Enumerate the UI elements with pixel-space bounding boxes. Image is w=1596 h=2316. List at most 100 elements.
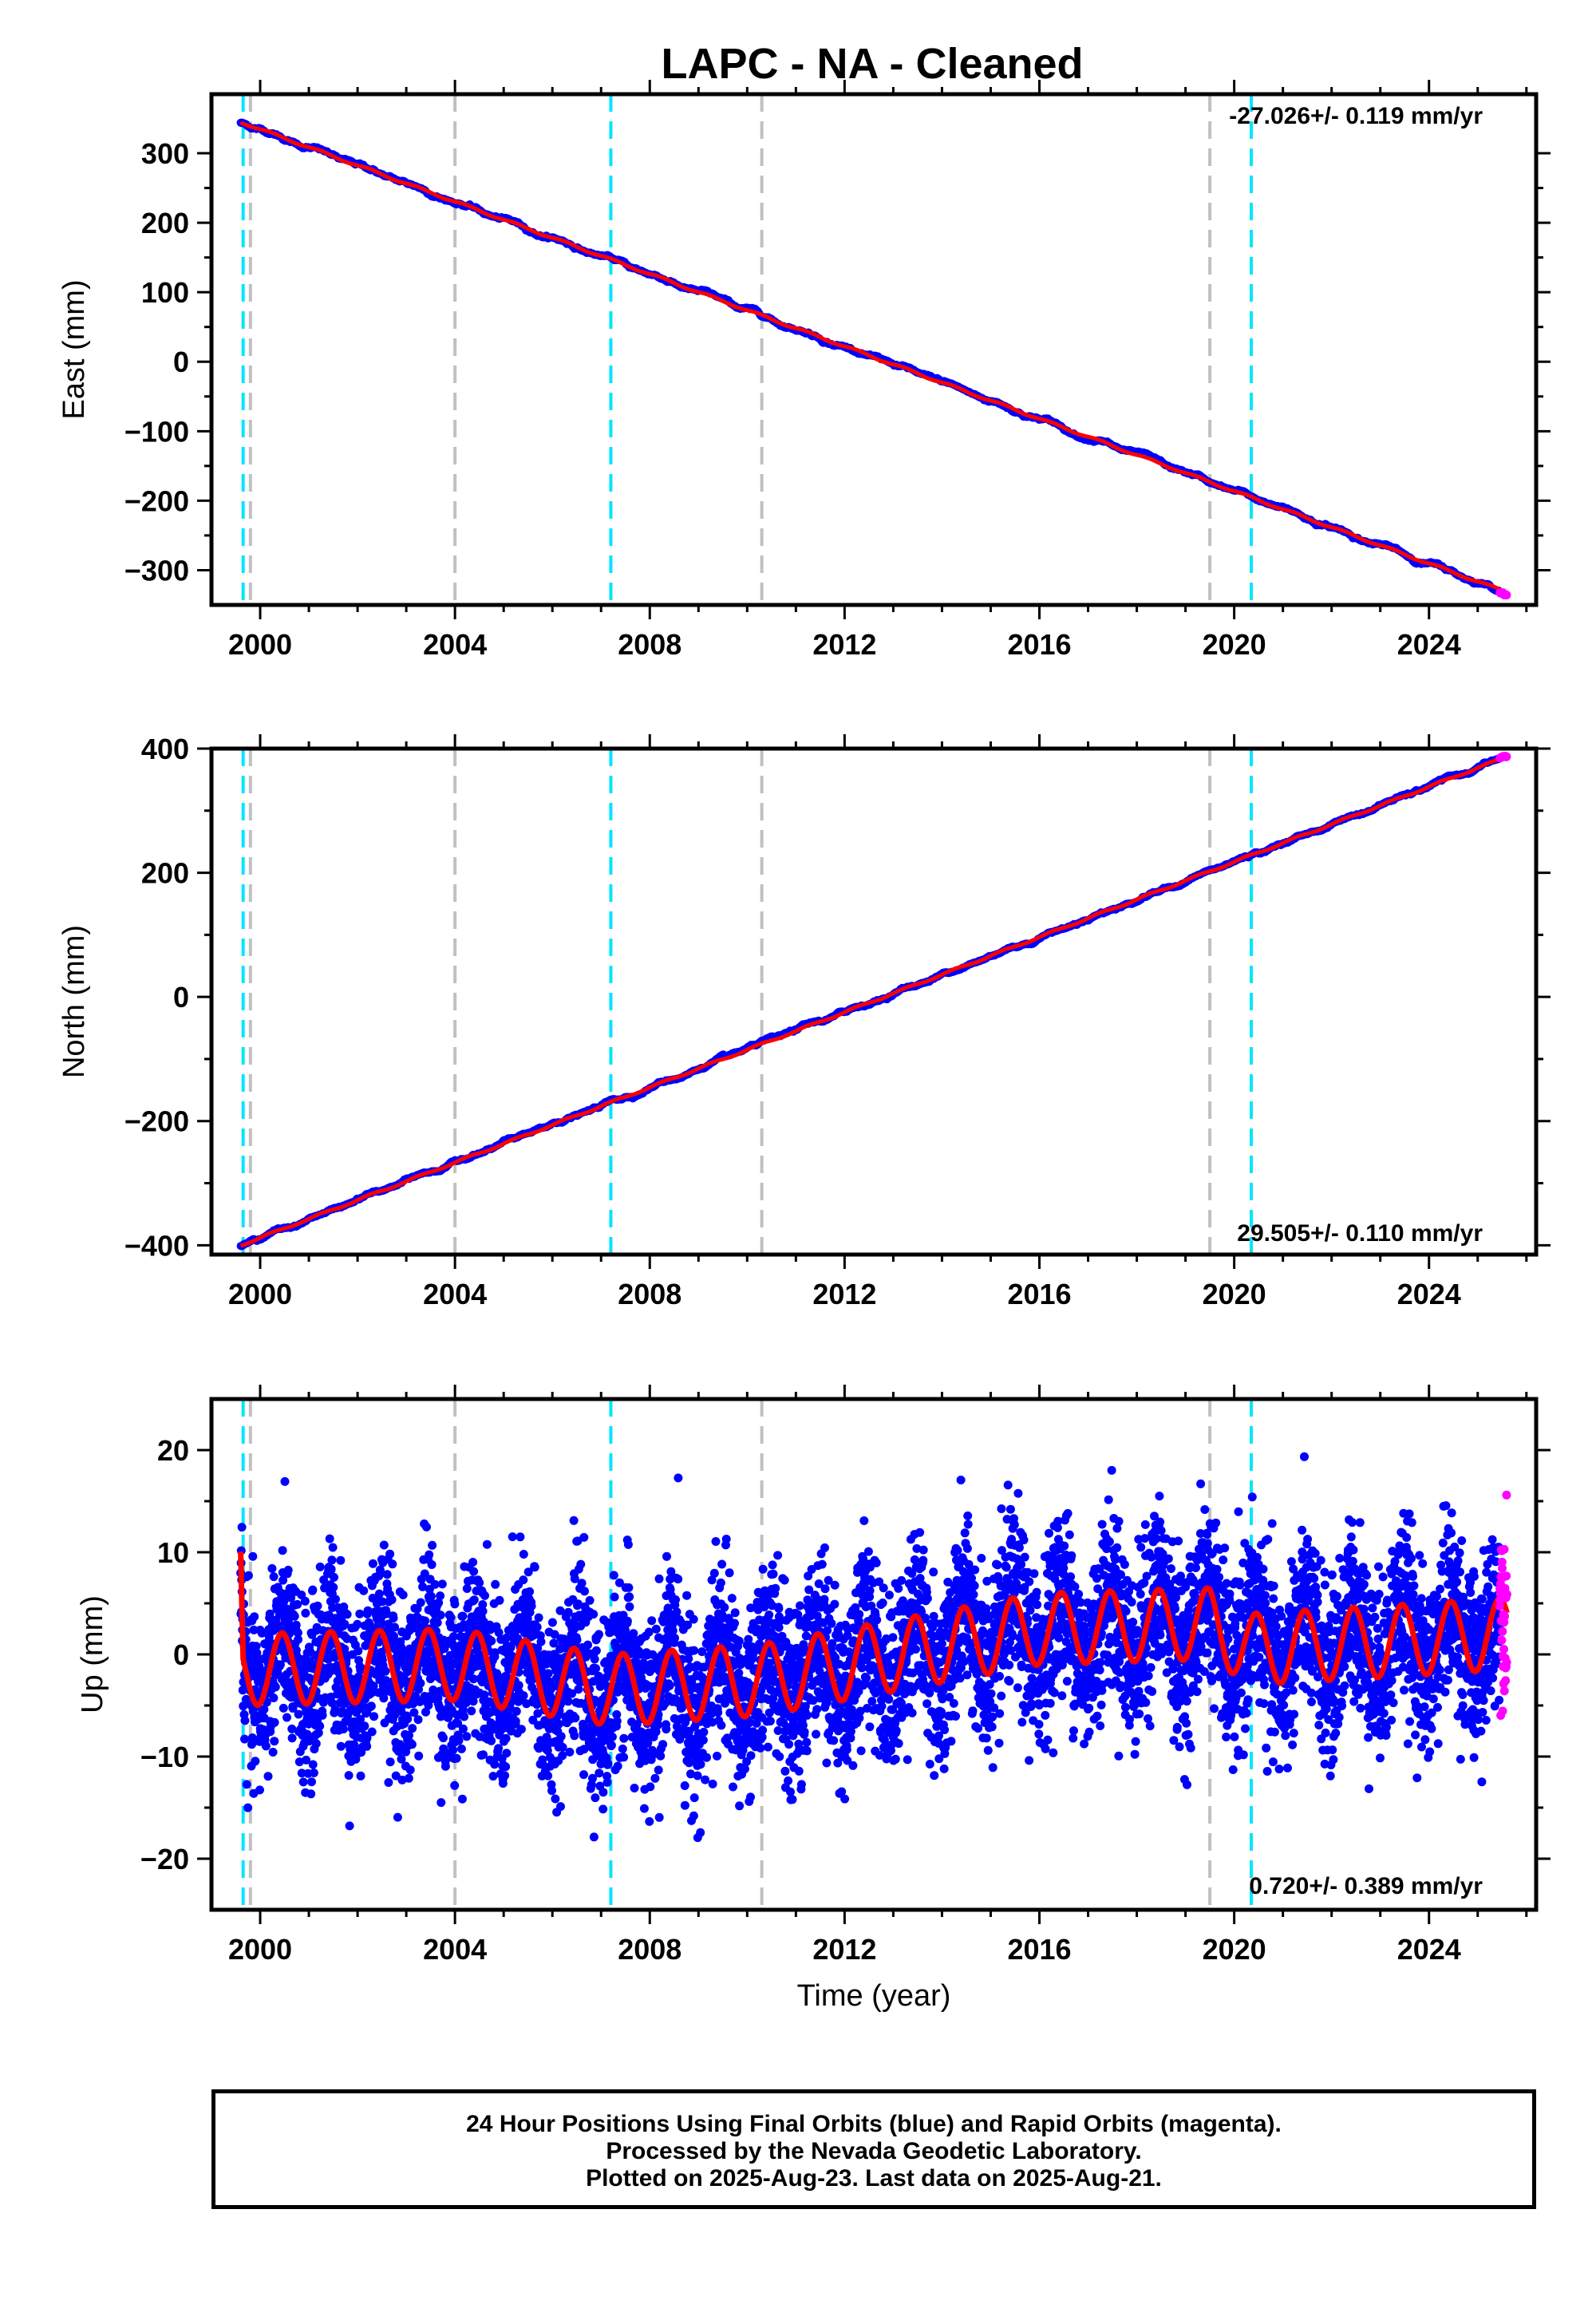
north-y-tick-label: −200 xyxy=(124,1105,189,1138)
north-x-tick-label: 2008 xyxy=(618,1278,681,1310)
up-final-point xyxy=(255,1785,264,1795)
up-final-point xyxy=(315,1562,325,1571)
up-final-point xyxy=(288,1704,298,1713)
up-final-point xyxy=(283,1565,293,1575)
up-final-point xyxy=(249,1625,259,1634)
north-y-axis-label: North (mm) xyxy=(57,925,91,1078)
up-final-point xyxy=(248,1551,258,1561)
east-x-tick-label: 2000 xyxy=(228,628,292,661)
up-final-point xyxy=(257,1628,267,1638)
north-y-tick-label: 400 xyxy=(141,733,189,765)
north-x-tick-label: 2004 xyxy=(423,1278,487,1310)
up-final-point xyxy=(294,1634,303,1644)
up-final-point xyxy=(304,1737,314,1746)
up-final-point xyxy=(308,1760,318,1769)
east-x-tick-label: 2004 xyxy=(423,628,487,661)
east-y-tick-label: 100 xyxy=(141,276,189,309)
east-x-tick-label: 2020 xyxy=(1203,628,1266,661)
up-final-point xyxy=(293,1628,302,1638)
up-final-point xyxy=(251,1642,261,1651)
up-final-point xyxy=(270,1737,279,1746)
east-x-tick-label: 2024 xyxy=(1397,628,1461,661)
up-final-point xyxy=(275,1660,285,1670)
up-final-point xyxy=(259,1705,269,1714)
up-final-point xyxy=(286,1593,296,1603)
north-model-line xyxy=(239,755,1508,1248)
up-final-point xyxy=(298,1777,308,1787)
east-x-tick-label: 2016 xyxy=(1007,628,1071,661)
chart-title: LAPC - NA - Cleaned xyxy=(661,40,1083,88)
up-final-point xyxy=(318,1710,327,1720)
east-x-tick-label: 2012 xyxy=(812,628,876,661)
north-x-tick-label: 2020 xyxy=(1203,1278,1266,1310)
up-final-point xyxy=(294,1709,303,1719)
east-frame xyxy=(209,92,1539,607)
east-y-tick-label: −100 xyxy=(124,415,189,448)
up-final-point xyxy=(306,1789,316,1799)
up-final-point xyxy=(261,1741,271,1751)
east-y-tick-label: −300 xyxy=(124,554,189,587)
up-final-point xyxy=(308,1585,318,1595)
up-final-point xyxy=(280,1476,290,1486)
up-final-point xyxy=(307,1777,316,1787)
east-rapid-point xyxy=(1502,591,1511,600)
north-y-tick-label: 200 xyxy=(141,857,189,890)
east-rapid-orbit-points xyxy=(1495,588,1511,600)
up-final-point xyxy=(269,1694,279,1702)
north-y-tick-label: 0 xyxy=(173,981,189,1014)
panel-north: 2000 2004 2008 2012 2016 2020 2024−400−2000200… xyxy=(57,733,1551,1310)
east-x-tick-label: 2008 xyxy=(618,628,681,661)
east-y-tick-label: −200 xyxy=(124,484,189,517)
up-final-point xyxy=(315,1721,325,1731)
up-final-point xyxy=(279,1575,288,1585)
east-y-tick-label: 200 xyxy=(141,207,189,239)
up-final-point xyxy=(250,1612,259,1622)
up-final-point xyxy=(271,1682,280,1692)
up-final-point xyxy=(291,1620,301,1630)
up-final-point xyxy=(237,1523,247,1532)
north-rapid-point xyxy=(1502,752,1511,761)
up-final-point xyxy=(282,1713,291,1722)
up-final-point xyxy=(270,1717,279,1727)
east-plot-area xyxy=(236,94,1511,605)
up-final-point xyxy=(294,1757,304,1767)
up-final-point xyxy=(243,1571,253,1580)
up-final-point xyxy=(297,1769,306,1778)
up-final-point xyxy=(290,1611,299,1621)
up-final-point xyxy=(293,1599,302,1609)
up-final-point xyxy=(269,1572,279,1582)
up-final-point xyxy=(268,1748,278,1757)
up-plot-area xyxy=(236,1399,1511,1910)
north-y-tick-label: −400 xyxy=(124,1229,189,1262)
north-x-tick-label: 2016 xyxy=(1007,1278,1071,1310)
up-final-point xyxy=(263,1772,273,1781)
east-model-line xyxy=(239,121,1508,595)
north-frame xyxy=(209,746,1539,1257)
north-plot-area xyxy=(236,749,1511,1255)
up-final-point xyxy=(313,1601,322,1611)
up-final-point xyxy=(287,1724,297,1733)
north-x-tick-label: 2000 xyxy=(228,1278,292,1310)
east-rate-label: -27.026+/- 0.119 mm/yr xyxy=(1229,103,1483,129)
up-final-point xyxy=(267,1563,277,1573)
up-final-point xyxy=(309,1769,318,1777)
panel-east: 2000 2004 2008 2012 2016 2020 2024−300−200−100… xyxy=(57,80,1551,661)
up-final-point xyxy=(287,1733,297,1743)
north-rapid-orbit-points xyxy=(1495,752,1511,763)
north-rate-label: 29.505+/- 0.110 mm/yr xyxy=(1237,1220,1483,1247)
up-final-point xyxy=(251,1757,260,1766)
north-x-tick-label: 2024 xyxy=(1397,1278,1461,1310)
east-y-axis-label: East (mm) xyxy=(57,279,91,419)
up-final-point xyxy=(278,1546,287,1555)
up-final-point xyxy=(314,1728,323,1737)
up-final-point xyxy=(301,1608,310,1618)
panel-up: 2000 2004 2008 2012 2016 2020 2024−20−1001020U… xyxy=(76,1385,1551,2013)
up-final-point xyxy=(240,1716,250,1725)
up-final-point xyxy=(240,1734,249,1744)
up-final-point xyxy=(300,1596,310,1606)
up-final-point xyxy=(279,1703,288,1713)
up-final-point xyxy=(302,1755,311,1765)
east-y-tick-label: 0 xyxy=(173,346,189,378)
up-final-point xyxy=(311,1739,321,1749)
